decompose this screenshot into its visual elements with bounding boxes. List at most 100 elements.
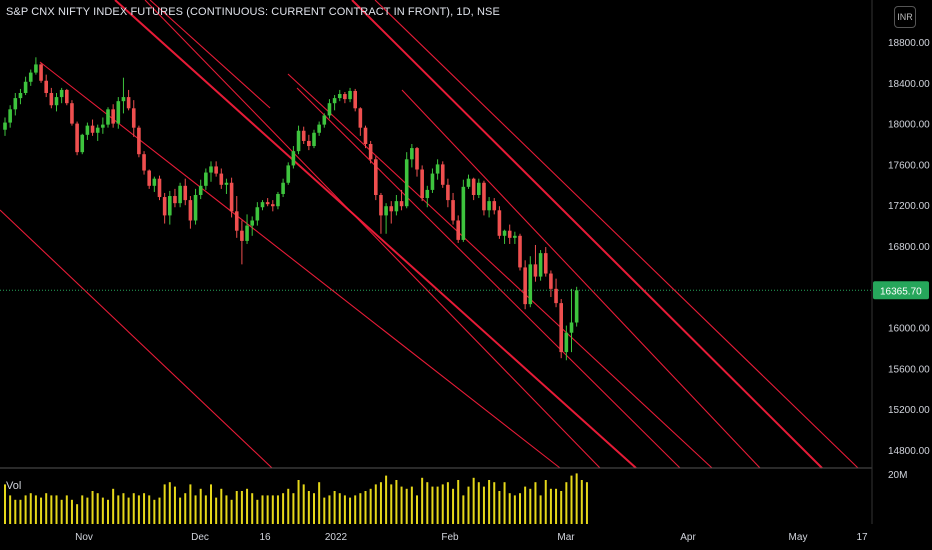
candle-body [343,94,347,100]
channel-line [287,73,713,469]
candle-body [178,185,182,204]
candle [85,122,90,140]
candle-body [204,172,208,186]
currency-button[interactable]: INR [894,6,916,28]
volume-bar [235,491,238,524]
candle-body [219,173,224,185]
candle-body [384,206,388,216]
volume-bar [225,495,228,524]
volume-bar [508,493,511,524]
volume-bar [184,493,187,524]
candle [549,270,553,297]
candle [337,89,342,102]
chart-title: S&P CNX NIFTY INDEX FUTURES (CONTINUOUS:… [6,6,500,18]
candle [574,286,579,327]
candle-body [101,124,105,128]
candle-body [353,90,357,109]
volume-bar [555,488,558,524]
volume-bar [60,499,63,524]
volume-bar [40,497,43,524]
candle-body [497,210,502,236]
candle-body [332,98,337,104]
volume-bar [215,497,218,524]
candle [322,113,327,128]
volume-bar [570,475,573,524]
candle [399,189,404,211]
candle-body [425,189,430,199]
candle [224,178,229,194]
volume-bar [70,499,73,524]
candle-body [543,253,548,274]
x-tick-label: Feb [441,532,459,543]
candle-body [193,195,198,221]
candle-body [482,182,486,211]
candle [121,77,126,114]
candle [178,182,182,208]
candle [250,216,254,236]
volume-bar [374,484,377,524]
y-tick-label: 17200.00 [888,201,930,212]
candle [271,200,275,212]
volume-bar [204,495,207,524]
candle-body [44,80,48,93]
candle-body [240,230,244,241]
volume-bar [328,495,331,524]
candle-body [234,211,239,231]
candle-body [229,182,234,212]
candle [528,256,533,308]
candle [415,147,419,177]
volume-bar [565,482,568,524]
candle [188,196,193,229]
candlestick-series [3,57,579,361]
candle-body [487,201,491,211]
candle-body [209,166,213,173]
volume-bar [179,497,182,524]
volume-scale-label: 20M [888,470,907,481]
candle [471,177,476,201]
candle [379,192,383,234]
channel-line [114,0,637,469]
volume-bar [34,495,37,524]
candle-body [126,97,131,109]
volume-bar [168,482,171,524]
volume-bar [498,491,501,524]
volume-bar [122,493,125,524]
candle [353,88,357,112]
volume-bar [251,493,254,524]
volume-bar [585,482,588,524]
volume-bar [431,486,434,524]
candle-body [121,97,126,102]
candle [317,121,321,136]
candle [301,126,306,144]
candle-body [106,109,110,125]
volume-bar [287,488,290,524]
candle [126,89,131,111]
candle [111,104,115,128]
candle-body [518,235,522,268]
volume-bar [421,477,424,524]
volume-bar [436,486,439,524]
candle-body [466,178,471,187]
candle-body [260,202,265,208]
candle-body [147,170,151,186]
volume-bar [426,482,429,524]
volume-bar [194,495,197,524]
candle-body [286,165,291,183]
volume-bar [91,491,94,524]
candle [193,188,198,225]
channel-line [39,61,561,469]
volume-bar [354,495,357,524]
y-tick-label: 15200.00 [888,405,930,416]
candle-body [399,201,404,207]
candle-body [152,178,157,186]
candle [286,162,291,185]
x-tick-label: Nov [75,532,93,543]
volume-bar [338,493,341,524]
candle-body [142,154,146,171]
volume-bar [307,491,310,524]
candle [219,168,224,189]
volume-bar [580,480,583,524]
candle [523,260,527,310]
candle [420,165,424,202]
